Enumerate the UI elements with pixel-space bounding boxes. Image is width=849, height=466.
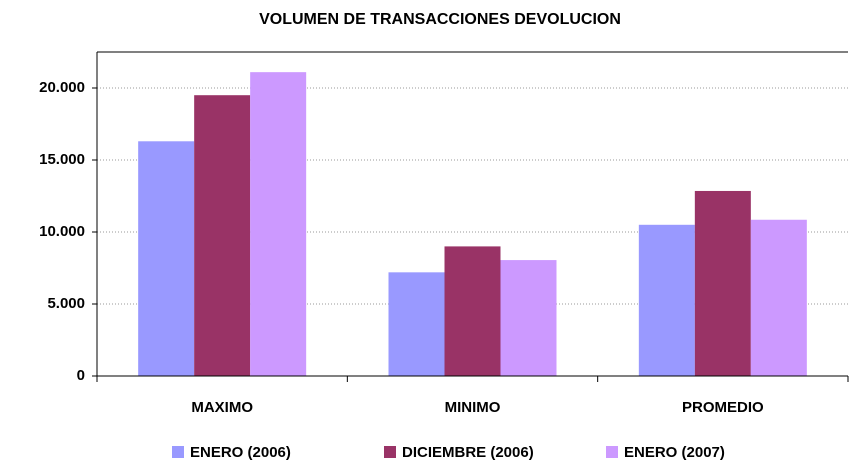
legend-label: ENERO (2007) (624, 444, 725, 461)
y-tick-label: 10.000 (39, 223, 85, 240)
x-tick-label: MAXIMO (191, 399, 253, 416)
y-tick-label: 15.000 (39, 151, 85, 168)
y-tick-label: 20.000 (39, 79, 85, 96)
y-tick-label: 5.000 (47, 295, 85, 312)
legend-label: ENERO (2006) (190, 444, 291, 461)
bar (388, 272, 445, 376)
bar (194, 95, 251, 376)
x-tick-label: MINIMO (445, 399, 501, 416)
y-tick-label: 0 (77, 367, 85, 384)
chart-title: VOLUMEN DE TRANSACCIONES DEVOLUCION (259, 11, 621, 28)
x-tick-label: PROMEDIO (682, 399, 764, 416)
bar (138, 141, 195, 376)
bar (694, 190, 751, 376)
legend-swatch (606, 446, 618, 458)
legend-label: DICIEMBRE (2006) (402, 444, 534, 461)
bar (444, 246, 501, 376)
bar (638, 224, 695, 376)
legend-swatch (172, 446, 184, 458)
bar (750, 219, 807, 376)
bar (250, 72, 307, 376)
bar (500, 260, 557, 376)
legend-swatch (384, 446, 396, 458)
